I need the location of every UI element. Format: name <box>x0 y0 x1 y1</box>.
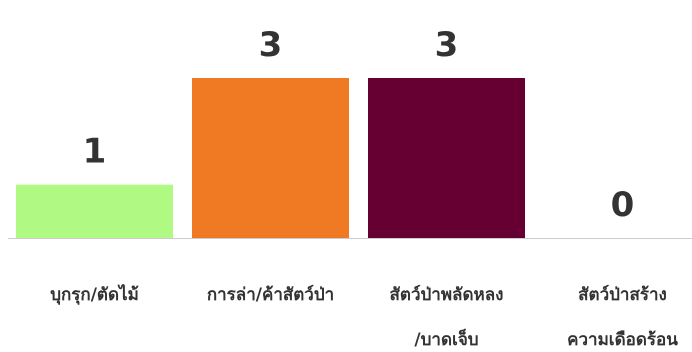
category-label-1-line-1: บุกรุก/ตัดไม้ <box>50 284 139 305</box>
value-labels-group: 1 3 3 0 <box>83 25 635 225</box>
bar-3 <box>368 78 525 238</box>
value-label-3: 3 <box>435 25 459 65</box>
category-label-4-line-1: สัตว์ป่าสร้าง <box>578 284 667 305</box>
bar-1 <box>16 184 173 238</box>
value-label-4: 0 <box>611 185 635 225</box>
value-label-2: 3 <box>259 25 283 65</box>
category-label-4-line-2: ความเดือดร้อน <box>567 329 678 350</box>
category-label-3-line-1: สัตว์ป่าพลัดหลง <box>390 284 504 305</box>
bar-2 <box>192 78 349 238</box>
category-label-2-line-1: การล่า/ค้าสัตว์ป่า <box>207 284 334 305</box>
category-labels-group: บุกรุก/ตัดไม้ การล่า/ค้าสัตว์ป่า สัตว์ป่าพ… <box>50 284 678 350</box>
bars-group <box>16 78 525 238</box>
category-label-3-line-2: /บาดเจ็บ <box>414 327 478 350</box>
value-label-1: 1 <box>83 132 107 172</box>
